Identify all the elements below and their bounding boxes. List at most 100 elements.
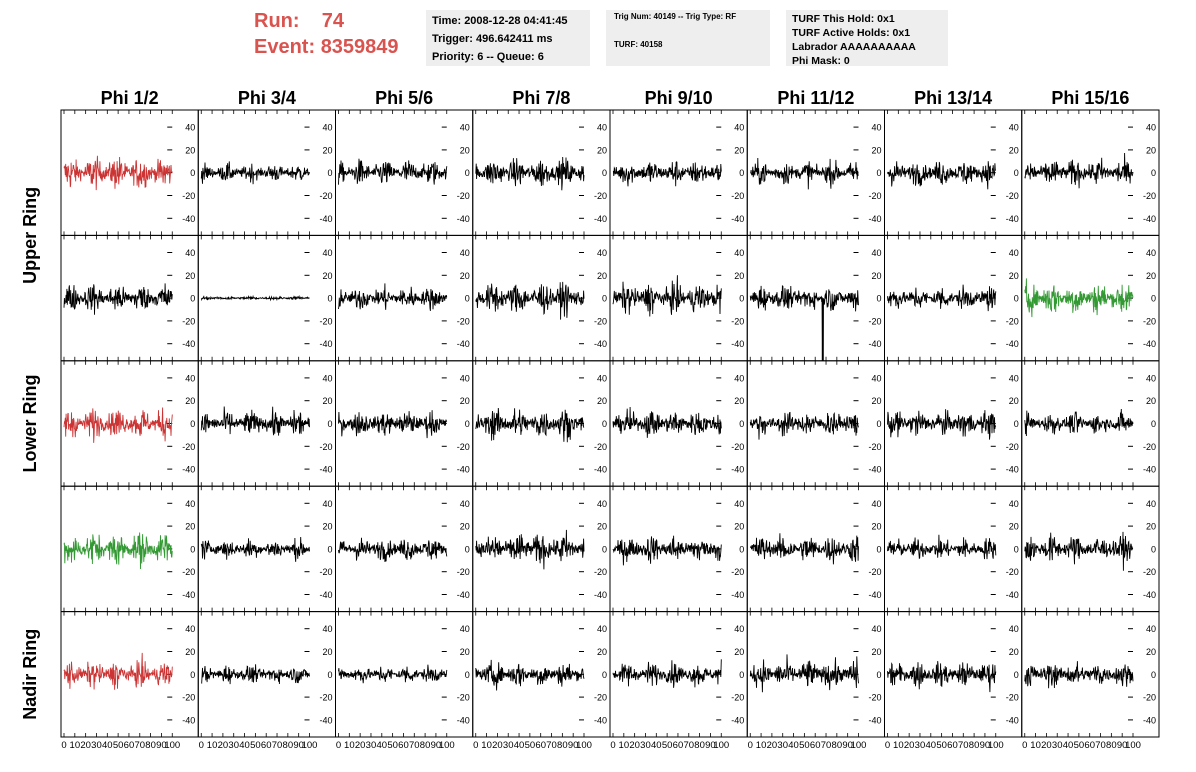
waveform-trace <box>612 161 722 187</box>
y-tick-label: 40 <box>322 248 332 258</box>
x-tick-label: 80 <box>283 740 294 751</box>
y-tick-label: 0 <box>876 419 881 429</box>
y-tick-label: -20 <box>868 567 881 577</box>
time-trigger-box: Time: 2008-12-28 04:41:45 Trigger: 496.6… <box>426 10 590 66</box>
y-tick-label: 40 <box>1146 624 1156 634</box>
x-tick-label: 50 <box>387 740 398 751</box>
y-tick-label: 0 <box>465 419 470 429</box>
y-tick-label: -40 <box>1006 715 1019 725</box>
y-tick-label: 20 <box>322 271 332 281</box>
y-tick-label: 40 <box>871 373 881 383</box>
waveform-trace <box>338 410 448 439</box>
y-tick-label: 40 <box>1009 624 1019 634</box>
column-title: Phi 11/12 <box>777 88 854 108</box>
y-tick-label: 0 <box>1014 670 1019 680</box>
y-tick-label: 40 <box>322 373 332 383</box>
y-tick-label: 0 <box>876 670 881 680</box>
y-tick-label: -20 <box>319 442 332 452</box>
waveform-trace <box>749 533 859 565</box>
y-tick-label: 20 <box>871 271 881 281</box>
y-tick-label: 20 <box>460 145 470 155</box>
y-tick-label: 40 <box>734 123 744 133</box>
x-tick-label: 80 <box>694 740 705 751</box>
waveform-trace <box>1024 278 1134 318</box>
x-tick-label: 20 <box>629 740 640 751</box>
y-tick-label: 0 <box>190 419 195 429</box>
waveform-trace <box>1024 661 1134 689</box>
x-tick-label: 100 <box>713 740 729 751</box>
y-tick-label: 20 <box>185 522 195 532</box>
y-tick-label: -40 <box>1143 590 1156 600</box>
y-tick-label: 40 <box>1009 373 1019 383</box>
x-tick-label: 100 <box>302 740 318 751</box>
column-title: Phi 5/6 <box>375 88 433 108</box>
waveform-trace <box>63 407 173 443</box>
y-tick-label: 0 <box>190 670 195 680</box>
y-tick-label: -20 <box>457 442 470 452</box>
y-tick-label: 0 <box>190 294 195 304</box>
y-tick-label: 40 <box>1146 373 1156 383</box>
x-tick-label: 20 <box>1041 740 1052 751</box>
y-tick-label: 0 <box>465 294 470 304</box>
x-tick-label: 20 <box>767 740 778 751</box>
waveform-trace <box>1024 408 1134 437</box>
waveform-trace <box>63 532 173 570</box>
y-tick-label: -20 <box>182 567 195 577</box>
y-tick-label: 40 <box>322 624 332 634</box>
y-tick-label: 20 <box>460 647 470 657</box>
x-tick-label: 80 <box>557 740 568 751</box>
column-title: Phi 13/14 <box>914 88 992 108</box>
y-tick-label: -20 <box>457 191 470 201</box>
y-tick-label: -20 <box>594 316 607 326</box>
column-title: Phi 15/16 <box>1051 88 1129 108</box>
waveform-trace <box>750 157 859 190</box>
waveform-trace <box>612 659 722 688</box>
x-tick-label: 30 <box>228 740 239 751</box>
y-tick-label: 0 <box>1151 419 1156 429</box>
y-tick-label: 40 <box>460 624 470 634</box>
y-tick-label: -40 <box>1006 590 1019 600</box>
y-tick-label: 20 <box>734 145 744 155</box>
y-tick-label: -40 <box>731 339 744 349</box>
y-tick-label: -40 <box>182 214 195 224</box>
x-tick-label: 100 <box>439 740 455 751</box>
x-tick-label: 10 <box>756 740 767 751</box>
y-tick-label: 20 <box>871 145 881 155</box>
waveform-trace <box>475 407 585 443</box>
x-tick-label: 100 <box>988 740 1004 751</box>
x-tick-label: 80 <box>420 740 431 751</box>
run-value: 74 <box>321 10 345 32</box>
x-tick-label: 100 <box>164 740 180 751</box>
x-tick-label: 100 <box>1125 740 1141 751</box>
y-tick-label: 20 <box>597 522 607 532</box>
phi-mask-line: Phi Mask: 0 <box>792 55 850 67</box>
y-tick-label: 0 <box>739 168 744 178</box>
y-tick-label: -40 <box>594 715 607 725</box>
y-tick-label: 40 <box>734 499 744 509</box>
x-tick-label: 20 <box>492 740 503 751</box>
x-tick-label: 90 <box>842 740 853 751</box>
waveform-trace <box>63 652 173 690</box>
y-tick-label: -40 <box>868 590 881 600</box>
y-tick-label: 40 <box>597 248 607 258</box>
x-tick-label: 10 <box>1030 740 1041 751</box>
y-tick-label: 20 <box>1146 522 1156 532</box>
y-tick-label: 20 <box>1146 145 1156 155</box>
waveform-trace <box>887 284 997 312</box>
y-tick-label: -40 <box>868 339 881 349</box>
x-tick-label: 40 <box>102 740 113 751</box>
y-tick-label: 20 <box>734 271 744 281</box>
ring-label: Nadir Ring <box>20 629 40 720</box>
y-tick-label: 20 <box>460 522 470 532</box>
y-tick-label: -40 <box>868 465 881 475</box>
y-tick-label: 0 <box>1014 544 1019 554</box>
y-tick-label: 0 <box>1151 670 1156 680</box>
waveform-trace <box>200 161 310 185</box>
trig-num-line: Trig Num: 40149 -- Trig Type: RF <box>614 12 737 21</box>
x-tick-label: 40 <box>651 740 662 751</box>
y-tick-label: -20 <box>1006 442 1019 452</box>
waveform-trace <box>338 158 448 185</box>
y-tick-label: -20 <box>1143 316 1156 326</box>
y-tick-label: 40 <box>460 123 470 133</box>
